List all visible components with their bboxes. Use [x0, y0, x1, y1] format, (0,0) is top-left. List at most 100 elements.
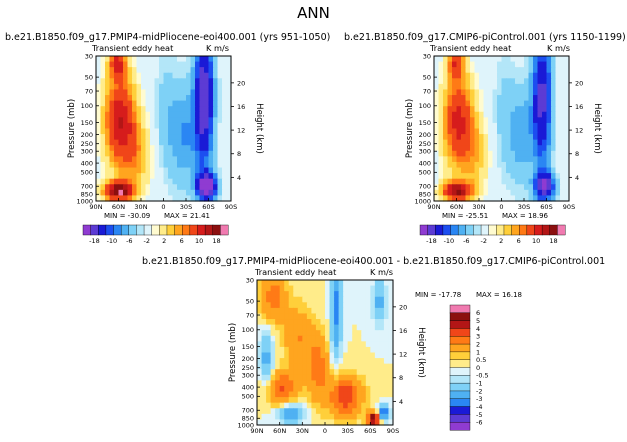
panel-c-cell [275, 280, 281, 287]
panel-a-cell [100, 167, 106, 174]
panel-a-cell [177, 83, 183, 91]
panel-c-cell [338, 352, 344, 359]
panel-c-cell [329, 313, 335, 320]
panel-a-cell [199, 89, 205, 96]
panel-b-cell [528, 139, 534, 146]
panel-c-cell [334, 335, 340, 342]
panel-a-cell [109, 61, 115, 68]
panel-a-cell [96, 61, 102, 68]
panel-b-cell [443, 61, 449, 68]
panel-b-cell [452, 128, 458, 135]
panel-c-cell [379, 419, 385, 426]
panel-c-colorbar-swatch [449, 367, 471, 376]
panel-a-colorbar-label: 2 [162, 237, 166, 245]
panel-a-cell [177, 72, 183, 79]
panel-b-cell [555, 128, 561, 135]
panel-b-cell [537, 111, 543, 118]
panel-a-cell [213, 161, 219, 169]
panel-b-cell [483, 100, 489, 107]
panel-b-cell [546, 89, 552, 96]
panel-b-ylabel: Pressure (mb) [405, 99, 415, 158]
panel-a-cell [195, 173, 201, 180]
panel-a-cell [118, 156, 124, 163]
panel-b-cell [519, 61, 525, 68]
panel-b-cell [524, 156, 530, 163]
panel-c-cell [293, 324, 299, 331]
panel-c-cell [329, 296, 335, 303]
panel-a-cell [217, 145, 223, 152]
panel-c-cell [388, 285, 394, 292]
panel-a-cell [141, 189, 147, 197]
panel-c-cell [257, 358, 263, 365]
panel-c-cell [311, 346, 317, 354]
panel-b-cell [474, 106, 480, 113]
panel-a-cell [150, 117, 156, 124]
panel-a-cell [123, 128, 129, 135]
panel-a-cell [226, 78, 232, 85]
panel-b-cell [533, 189, 539, 197]
panel-c-cell [347, 363, 353, 370]
panel-a-cell [195, 167, 201, 174]
panel-b-cell [470, 139, 476, 146]
panel-c-colorbar-swatch [449, 414, 471, 423]
panel-c-cell [311, 369, 317, 376]
panel-a-cell [172, 106, 178, 113]
panel-a-cell [190, 100, 196, 107]
panel-b-cell [434, 145, 440, 152]
panel-b-cell [447, 195, 453, 202]
panel-c-colorbar-swatch [449, 375, 471, 384]
panel-b-cell [510, 95, 516, 102]
panel-a-cell [226, 139, 232, 146]
panel-b-cell [542, 67, 548, 74]
panel-c-cell [356, 352, 362, 359]
panel-b-cell [528, 111, 534, 118]
panel-b-cell [524, 83, 530, 91]
panel-b-cell [551, 89, 557, 96]
panel-c-cell [347, 397, 353, 404]
panel-a-cell [105, 128, 111, 135]
panel-a-cell [168, 178, 174, 185]
panel-b-cell [528, 56, 534, 63]
panel-c-cell [315, 346, 322, 354]
panel-b-cell [528, 117, 534, 124]
panel-c-cell [374, 302, 380, 309]
panel-b-cell [537, 61, 543, 68]
panel-b-cell [537, 139, 543, 146]
panel-a-cell [181, 106, 187, 113]
panel-b-cell [537, 150, 543, 157]
panel-c-cell [293, 296, 299, 303]
panel-c-cell [302, 419, 308, 426]
panel-a-cell [186, 195, 192, 202]
panel-c-cell [379, 291, 385, 298]
panel-c-cell [270, 363, 276, 370]
panel-c-cell [347, 374, 353, 381]
panel-c-cell [293, 391, 299, 398]
panel-b-cell [492, 178, 498, 185]
panel-b-cell [533, 89, 539, 96]
panel-c-cell [279, 397, 285, 404]
panel-a-cell [105, 78, 111, 85]
panel-c-cell [379, 380, 385, 387]
panel-c-ytick-label: 100 [242, 326, 254, 334]
panel-b-colorbar-swatch [473, 224, 482, 236]
panel-b-cell [438, 78, 444, 85]
panel-c-cell [365, 346, 371, 354]
panel-a-cell [154, 173, 160, 180]
panel-c-cell [329, 324, 335, 331]
panel-c-cell [275, 285, 281, 292]
panel-b-cell [519, 117, 525, 124]
panel-c-cell [374, 374, 380, 381]
panel-b-cell [537, 106, 543, 113]
panel-c-cell [361, 330, 367, 337]
panel-b-cell [524, 150, 530, 157]
panel-b-cell [533, 167, 539, 174]
panel-c-cell [306, 397, 312, 404]
panel-b-cell [492, 189, 498, 197]
panel-b-cell [492, 145, 498, 152]
panel-c-cell [356, 380, 362, 387]
panel-c-cell [275, 313, 281, 320]
panel-a-ytick-right-label: 12 [237, 127, 245, 135]
panel-c-cell [338, 335, 344, 342]
panel-b-cell [443, 56, 449, 63]
panel-b-cell [546, 173, 552, 180]
